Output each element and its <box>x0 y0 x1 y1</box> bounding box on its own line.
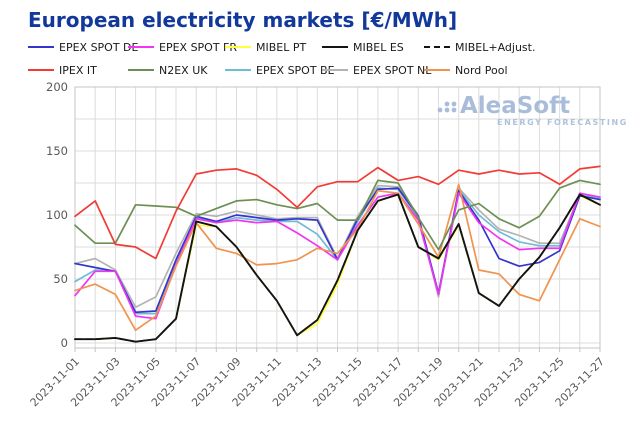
legend-item-n2ex-uk: N2EX UK <box>128 63 225 77</box>
legend-swatch-n2ex-uk <box>128 69 154 71</box>
logo-dots-icon <box>451 107 457 113</box>
series-lines <box>74 165 601 343</box>
legend-item-mibel-pt: MIBEL PT <box>225 40 322 54</box>
legend-label-epex-spot-nl: EPEX SPOT NL <box>353 63 432 77</box>
y-tick-label: 0 <box>61 336 68 350</box>
logo-name: AleaSoft <box>460 93 570 119</box>
legend-swatch-epex-spot-be <box>225 69 251 71</box>
y-tick-label: 100 <box>46 208 68 222</box>
chart-legend: EPEX SPOT DE EPEX SPOT FR MIBEL PT MIBEL ES… <box>28 40 613 77</box>
y-tick-label: 50 <box>53 272 68 286</box>
legend-item-epex-spot-de: EPEX SPOT DE <box>28 40 138 54</box>
legend-swatch-mibel-adjust <box>424 46 450 48</box>
logo-dots-icon <box>437 107 443 113</box>
legend-item-nord-pool: Nord Pool <box>424 63 613 77</box>
legend-label-mibel-adjust: MIBEL+Adjust. <box>455 40 536 54</box>
legend-label-nord-pool: Nord Pool <box>455 63 508 77</box>
legend-label-mibel-es: MIBEL ES <box>353 40 404 54</box>
y-tick-label: 150 <box>46 144 68 158</box>
legend-swatch-epex-spot-de <box>28 46 54 48</box>
logo-dots-icon <box>444 107 450 113</box>
legend-item-mibel-adjust: MIBEL+Adjust. <box>424 40 613 54</box>
legend-swatch-mibel-pt <box>225 46 251 48</box>
legend-label-mibel-pt: MIBEL PT <box>256 40 307 54</box>
logo-tagline: ENERGY FORECASTING <box>497 118 628 127</box>
x-axis-ticks <box>74 348 601 352</box>
legend-item-epex-spot-be: EPEX SPOT BE <box>225 63 335 77</box>
legend-label-epex-spot-de: EPEX SPOT DE <box>59 40 139 54</box>
chart-title: European electricity markets [€/MWh] <box>28 8 458 32</box>
y-axis-labels: 0 50 100 150 200 <box>46 80 68 350</box>
legend-swatch-nord-pool <box>424 69 450 71</box>
y-tick-label: 200 <box>46 80 68 94</box>
series-line-mibel-adjust <box>74 193 601 343</box>
series-line-n2ex-uk <box>74 179 601 251</box>
legend-label-ipex-it: IPEX IT <box>59 63 97 77</box>
legend-item-mibel-es: MIBEL ES <box>322 40 424 54</box>
gridlines <box>74 86 601 348</box>
legend-swatch-ipex-it <box>28 69 54 71</box>
series-line-ipex-it <box>74 165 601 260</box>
legend-swatch-mibel-es <box>322 46 348 48</box>
logo-dots-icon <box>451 101 457 107</box>
legend-item-epex-spot-fr: EPEX SPOT FR <box>128 40 237 54</box>
legend-item-ipex-it: IPEX IT <box>28 63 128 77</box>
legend-swatch-epex-spot-fr <box>128 46 154 48</box>
legend-swatch-epex-spot-nl <box>322 69 348 71</box>
legend-label-epex-spot-fr: EPEX SPOT FR <box>159 40 238 54</box>
legend-label-epex-spot-be: EPEX SPOT BE <box>256 63 335 77</box>
x-axis-labels: 2023-11-012023-11-032023-11-052023-11-07… <box>28 355 607 409</box>
logo-dots-icon <box>444 101 450 107</box>
legend-item-epex-spot-nl: EPEX SPOT NL <box>322 63 431 77</box>
legend-label-n2ex-uk: N2EX UK <box>159 63 208 77</box>
